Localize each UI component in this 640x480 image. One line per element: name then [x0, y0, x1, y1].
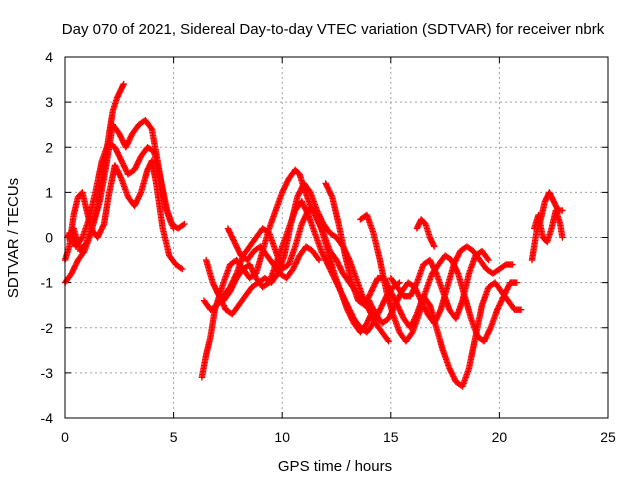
x-tick-label: 25 [600, 429, 616, 445]
data-point [170, 225, 177, 232]
data-point [559, 234, 566, 241]
x-axis-label: GPS time / hours [278, 458, 392, 475]
y-tick-label: -1 [41, 275, 54, 291]
series-track-9 [224, 225, 323, 282]
x-tick-label: 0 [61, 429, 69, 445]
x-tick-label: 10 [274, 429, 290, 445]
y-tick-label: 2 [45, 139, 53, 155]
data-point [137, 190, 144, 197]
data-point [484, 255, 491, 262]
data-point [509, 261, 516, 268]
data-point [431, 243, 438, 250]
data-point [179, 221, 187, 229]
data-point [408, 330, 415, 337]
data-point [513, 279, 520, 286]
data-point [436, 307, 444, 315]
data-point [425, 300, 433, 308]
data-point [486, 325, 494, 333]
series-track-13 [387, 247, 492, 322]
chart-title: Day 070 of 2021, Sidereal Day-to-day VTE… [62, 21, 605, 38]
data-point [385, 338, 392, 345]
data-point [432, 269, 439, 276]
x-tick-labels: 0 5 10 15 20 25 [61, 429, 616, 445]
data-point [82, 240, 89, 247]
data-point [181, 220, 188, 228]
data-series [61, 80, 566, 390]
data-point [120, 80, 127, 88]
data-point [454, 269, 461, 276]
y-tick-label: 4 [45, 49, 53, 65]
data-point [559, 207, 566, 214]
data-point [179, 265, 186, 273]
data-point [413, 280, 420, 288]
data-point [517, 306, 525, 313]
data-point [100, 222, 107, 229]
data-point [304, 210, 311, 217]
data-point [78, 235, 85, 242]
y-tick-label: -4 [41, 410, 54, 426]
series-track-16 [530, 207, 566, 246]
series-track-14 [413, 216, 438, 250]
series-track-15 [528, 189, 566, 264]
data-point [314, 255, 322, 262]
y-tick-label: -3 [41, 365, 54, 381]
y-tick-label: 3 [45, 94, 53, 110]
data-point [147, 124, 155, 132]
x-tick-label: 20 [492, 429, 508, 445]
y-axis-label: SDTVAR / TECUs [5, 178, 22, 298]
data-point [306, 187, 313, 195]
y-tick-label: 1 [45, 184, 53, 200]
data-point [384, 336, 391, 344]
data-point [315, 256, 323, 264]
x-tick-label: 15 [383, 429, 399, 445]
data-point [177, 264, 185, 272]
y-tick-label: 0 [45, 230, 53, 246]
series-track-11 [357, 211, 520, 345]
data-point [485, 256, 492, 264]
data-point [328, 192, 335, 199]
series-track-4 [66, 139, 177, 250]
plot-border [64, 56, 609, 419]
y-tick-labels: -4 -3 -2 -1 0 1 2 3 4 [41, 49, 54, 426]
y-tick-label: -2 [41, 320, 54, 336]
data-point [117, 174, 125, 181]
x-tick-label: 5 [170, 429, 178, 445]
